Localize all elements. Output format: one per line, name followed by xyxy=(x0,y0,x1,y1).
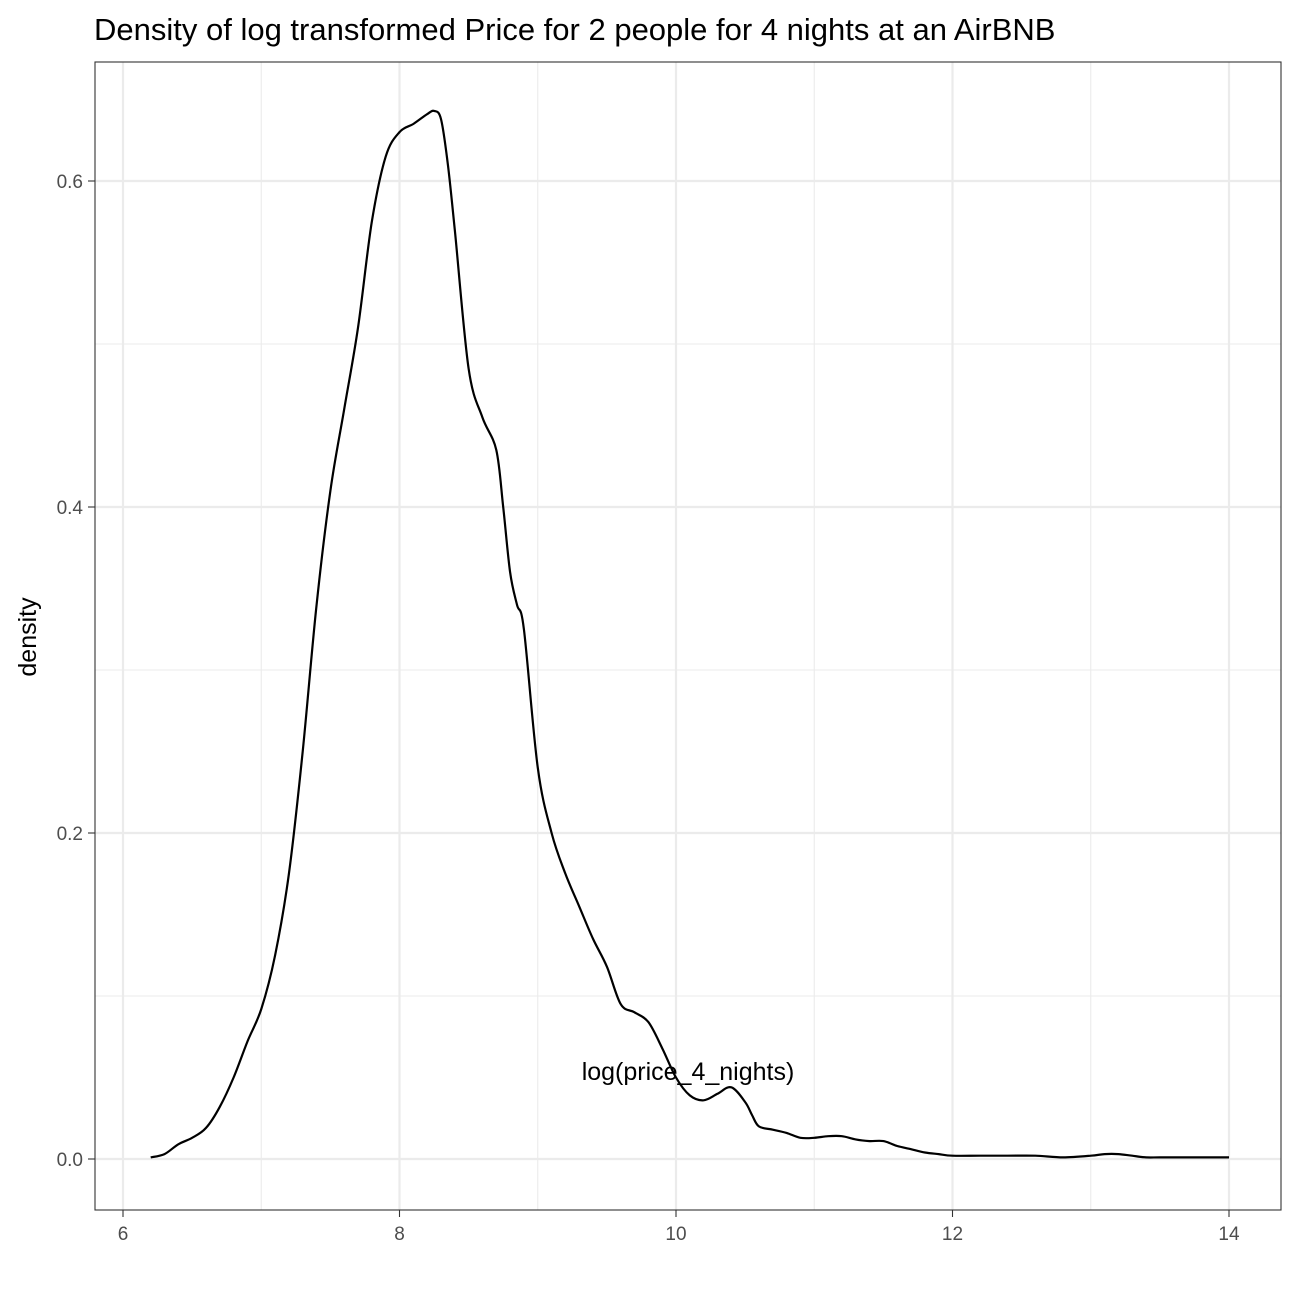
y-tick-label: 0.4 xyxy=(57,498,84,519)
panel-border xyxy=(94,61,1282,1211)
y-tick-label: 0.0 xyxy=(57,1150,83,1171)
y-axis: 0.0 0.2 0.4 0.6 xyxy=(57,172,95,1171)
y-axis-title: density xyxy=(14,597,42,677)
major-gridlines xyxy=(95,62,1281,1210)
x-tick-label: 6 xyxy=(118,1224,129,1245)
minor-gridlines xyxy=(95,62,1281,1210)
x-tick-label: 8 xyxy=(394,1224,405,1245)
chart-title: Density of log transformed Price for 2 p… xyxy=(94,12,1055,47)
plot-panel xyxy=(94,61,1282,1211)
x-tick-label: 12 xyxy=(942,1224,963,1245)
y-tick-label: 0.6 xyxy=(57,172,83,193)
x-tick-label: 10 xyxy=(665,1224,686,1245)
x-axis-title: log(price_4_nights) xyxy=(582,1058,795,1086)
x-tick-label: 14 xyxy=(1218,1224,1240,1245)
y-tick-label: 0.2 xyxy=(57,824,83,845)
density-curve xyxy=(150,109,1229,1159)
x-axis: 6 8 10 12 14 xyxy=(118,1210,1240,1245)
